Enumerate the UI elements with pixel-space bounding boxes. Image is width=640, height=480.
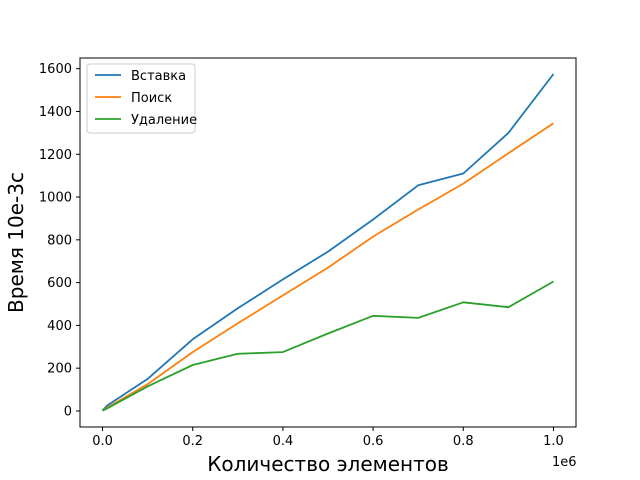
- legend-label: Поиск: [131, 91, 172, 106]
- y-axis-label: Время 10e-3с: [4, 172, 28, 313]
- y-tick-label: 800: [47, 233, 72, 248]
- legend: Вставка Поиск Удаление: [86, 63, 197, 134]
- y-tick-label: 1200: [39, 148, 72, 163]
- y-tick-label: 200: [47, 362, 72, 377]
- legend-box: [86, 63, 196, 134]
- legend-label: Удаление: [131, 113, 197, 128]
- x-tick-label: 0.2: [182, 434, 203, 449]
- series-line: [101, 73, 555, 412]
- y-tick-label: 400: [47, 319, 72, 334]
- x-tick-label: 0.8: [453, 434, 474, 449]
- x-tick-label: 1.0: [543, 434, 564, 449]
- y-tick-label: 600: [47, 276, 72, 291]
- legend-label: Вставка: [131, 69, 186, 84]
- x-axis-label: Количество элементов: [207, 452, 449, 476]
- x-tick-label: 0.4: [273, 434, 294, 449]
- plot-area: [101, 73, 555, 412]
- y-axis: 0 200 400 600 800 1000 1200 1400 1600: [39, 62, 80, 419]
- y-tick-label: 0: [64, 404, 72, 419]
- series-line: [102, 280, 554, 412]
- x-tick-label: 0.0: [92, 434, 113, 449]
- x-axis: 0.0 0.2 0.4 0.6 0.8 1.0: [92, 427, 564, 449]
- y-tick-label: 1600: [39, 62, 72, 77]
- x-tick-label: 0.6: [363, 434, 384, 449]
- y-tick-label: 1400: [39, 105, 72, 120]
- y-tick-label: 1000: [39, 191, 72, 206]
- axes-frame: [79, 57, 577, 428]
- series-line: [102, 122, 554, 412]
- x-axis-offset-label: 1e6: [552, 455, 577, 470]
